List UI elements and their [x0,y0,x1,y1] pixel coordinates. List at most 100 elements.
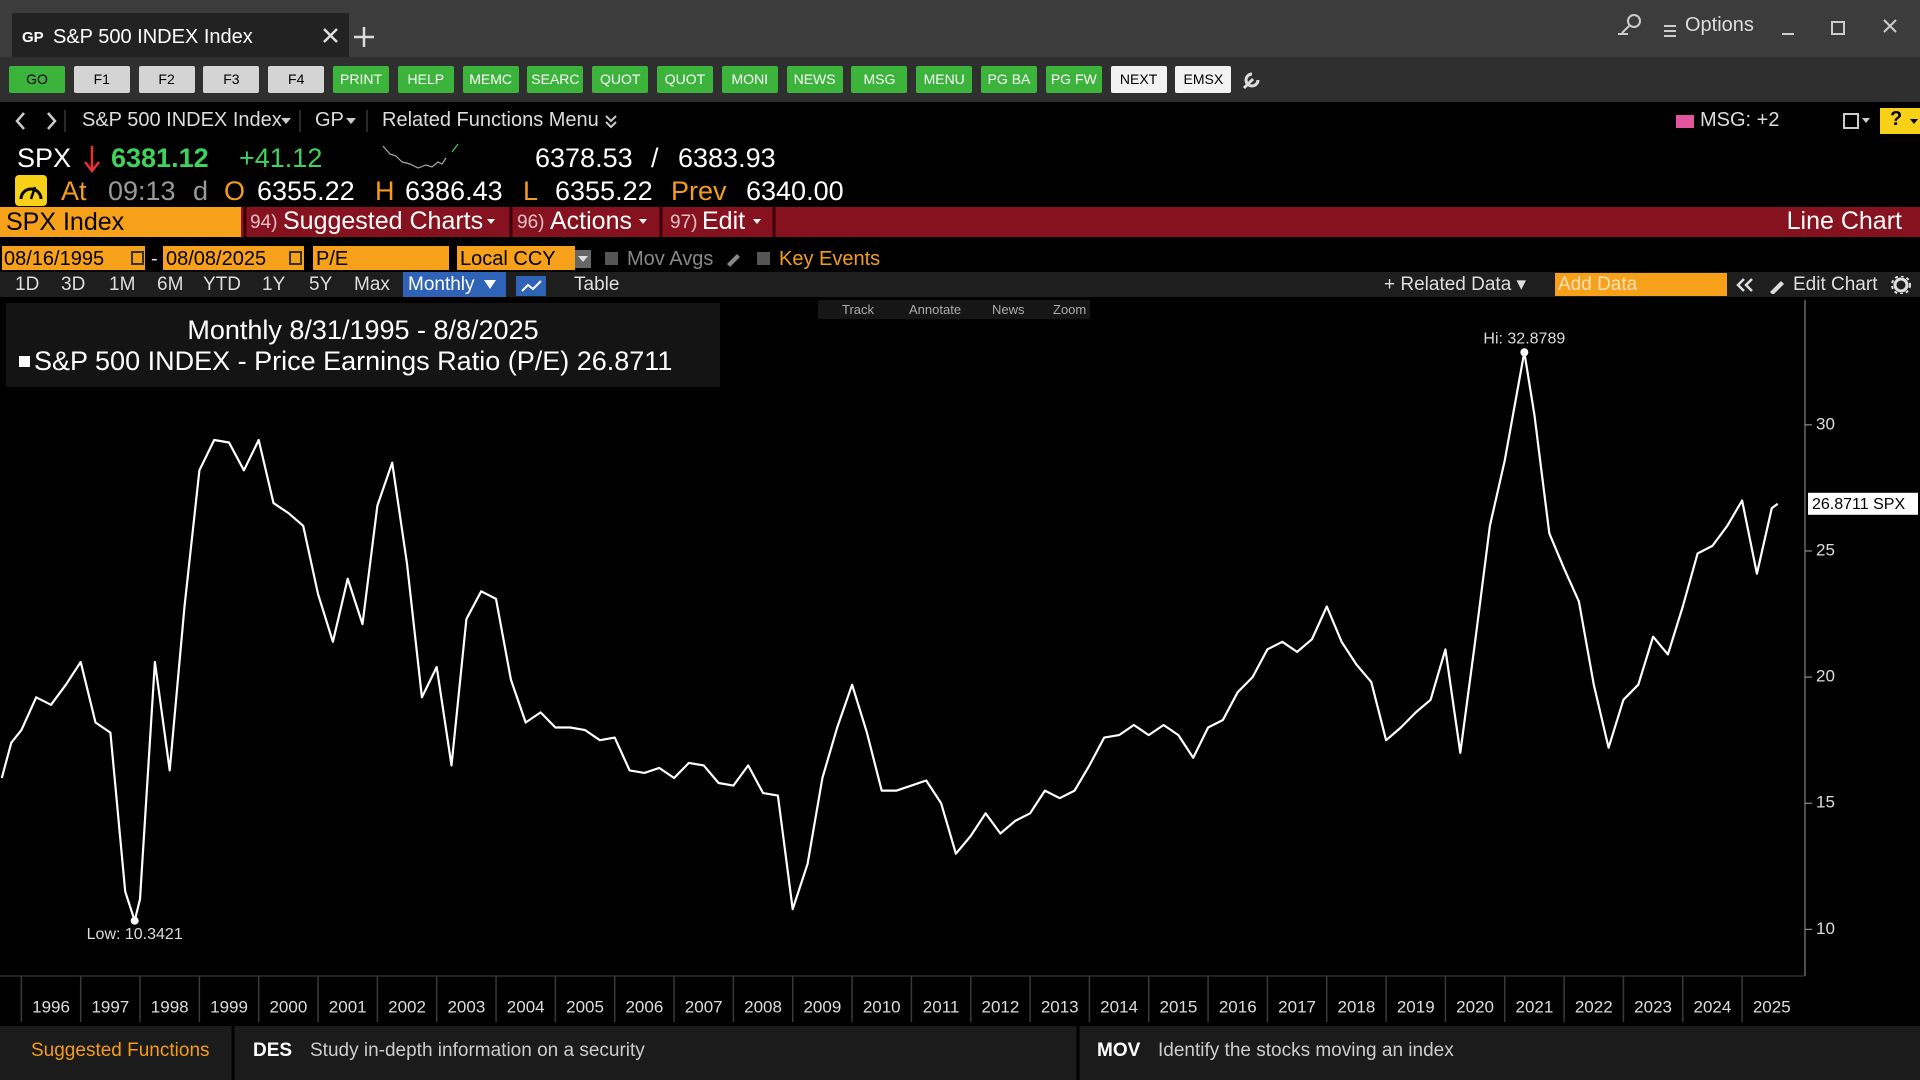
low-marker [130,916,139,925]
toolbar-button[interactable]: MEMC [462,66,519,93]
bid: 6378.53 [535,143,633,173]
chart-tool[interactable]: Track [842,302,875,317]
ticker: SPX [17,143,72,173]
currency: Local CCY [460,248,556,270]
nav-function[interactable]: GP [315,109,344,131]
open-label: O [224,176,246,206]
moving-averages[interactable]: Mov Avgs [627,248,714,270]
wrench-icon[interactable] [1240,68,1264,92]
high-label: Hi: 32.8789 [1483,330,1565,347]
toolbar-button[interactable]: PG FW [1045,66,1102,93]
function-code[interactable]: DES [253,1040,293,1061]
y-tick-label: 25 [1816,540,1835,559]
toolbar-button[interactable]: F1 [73,66,130,93]
security-box[interactable] [0,207,241,237]
x-tick-label: 2011 [923,997,960,1016]
nav-menu[interactable]: Related Functions Menu [382,109,599,131]
footer [0,1026,1920,1080]
freq-icons [484,276,546,296]
period-button[interactable]: 1D [15,274,40,295]
edit-chart[interactable]: Edit Chart [1793,274,1878,295]
toolbar-button[interactable]: MSG [851,66,908,93]
window-controls[interactable] [1610,12,1920,42]
toolbar-button[interactable]: QUOT [657,66,713,93]
menu-number[interactable]: 94) [250,212,278,233]
x-tick-label: 2021 [1516,997,1554,1016]
ask: 6383.93 [678,143,776,173]
open: 6355.22 [257,176,355,206]
prev-label: Prev [671,176,727,206]
function-description[interactable]: Identify the stocks moving an index [1158,1040,1454,1061]
menu-item[interactable]: Actions [550,207,632,235]
y-tick-label: 20 [1816,667,1835,686]
toolbar-button[interactable]: HELP [397,66,454,93]
chart-tool[interactable]: News [992,302,1025,317]
table-button[interactable]: Table [574,274,620,295]
last-price: 6381.12 [111,143,209,173]
x-tick-label: 2012 [981,997,1019,1016]
chart-tools [818,300,1090,319]
help-icon[interactable]: ? [1890,108,1903,130]
x-tick-label: 2002 [388,997,426,1016]
period-button[interactable]: 3D [61,274,86,295]
start-date-box[interactable] [2,246,145,270]
toolbar-button[interactable]: NEXT [1110,66,1167,93]
tab-icons[interactable] [320,26,380,48]
legend [6,303,720,387]
menu-item[interactable]: Suggested Charts [283,207,484,235]
high-marker [1520,348,1529,357]
toolbar-button[interactable]: MONI [721,66,778,93]
day: d [193,176,209,206]
x-tick-label: 2000 [269,997,307,1016]
currency-box[interactable] [457,246,575,270]
end-date-box[interactable] [163,246,304,270]
menu-number[interactable]: 97) [670,212,698,233]
toolbar-button[interactable]: GO [9,66,65,93]
change: +41.12 [239,143,323,173]
toolbar-button[interactable]: PG BA [981,66,1037,93]
tab[interactable] [12,13,349,57]
period-button[interactable]: 5Y [309,274,333,295]
related-data[interactable]: + Related Data ▾ [1384,274,1527,295]
toolbar-button[interactable]: NEWS [786,66,843,93]
last-value-box [1808,492,1918,515]
menu-separators [243,207,776,237]
toolbar-button[interactable]: F2 [138,66,195,93]
y-tick-label: 30 [1816,414,1835,433]
add-data-box[interactable] [1555,273,1727,296]
x-tick-label: 2008 [744,997,782,1016]
messages[interactable]: MSG: +2 [1700,109,1780,131]
y-tick-label: 10 [1816,919,1835,938]
start-date: 08/16/1995 [4,248,105,270]
toolbar-button[interactable]: PRINT [333,66,389,93]
toolbar-button[interactable]: F3 [203,66,260,93]
function-description[interactable]: Study in-depth information on a security [310,1040,645,1061]
end-date: 08/08/2025 [166,248,267,270]
menu-item[interactable]: Edit [702,207,746,235]
period-button[interactable]: YTD [203,274,241,295]
chart-tool[interactable]: Zoom [1053,302,1087,317]
toolbar-button[interactable]: F4 [268,66,325,93]
legend-entry: S&P 500 INDEX - Price Earnings Ratio (P/… [34,348,672,375]
gauge-icon [15,175,47,206]
chart-tool[interactable]: Annotate [909,302,962,317]
function-code[interactable]: MOV [1097,1040,1141,1061]
x-tick-label: 1996 [32,997,70,1016]
key-events[interactable]: Key Events [779,248,881,270]
options[interactable]: Options [1685,14,1754,36]
toolbar-button[interactable]: QUOT [592,66,649,93]
period-button[interactable]: Max [354,274,390,295]
period-button[interactable]: 1Y [262,274,286,295]
field-box[interactable] [313,246,449,270]
nav-security[interactable]: S&P 500 INDEX Index [82,109,282,131]
y-tick-label: 15 [1816,793,1835,812]
menu-number[interactable]: 96) [517,212,545,233]
x-tick-label: 2020 [1456,997,1494,1016]
toolbar-button[interactable]: SEARC [527,66,584,93]
toolbar-button[interactable]: EMSX [1175,66,1232,93]
toolbar-button[interactable]: MENU [916,66,973,93]
period-button[interactable]: 6M [157,274,184,295]
period-button[interactable]: 1M [109,274,136,295]
